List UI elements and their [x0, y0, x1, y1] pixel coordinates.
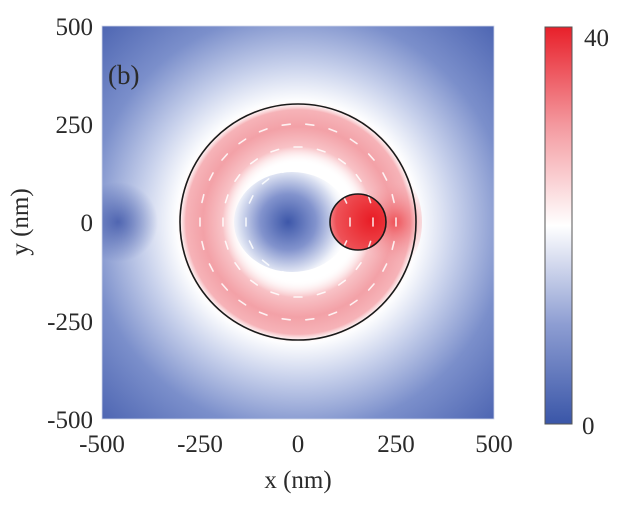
vector-arrow — [238, 299, 247, 306]
vector-arrow — [224, 194, 229, 204]
colorbar: 40 0 — [544, 25, 609, 440]
y-axis: 500 250 0 -250 -500 — [47, 14, 93, 434]
vector-arrow — [224, 240, 229, 250]
left-edge-dark-spot — [102, 182, 158, 262]
inner-circle-boundary — [329, 193, 387, 251]
blue-core — [234, 172, 350, 272]
y-tick-label: 0 — [81, 210, 94, 237]
vector-arrow — [391, 240, 395, 251]
vector-arrow — [304, 270, 315, 275]
y-axis-label: y (nm) — [7, 188, 34, 255]
vector-arrow — [355, 261, 362, 271]
vector-arrow — [281, 169, 292, 173]
vector-arrow — [391, 193, 395, 204]
x-tick-label: -250 — [177, 431, 223, 458]
vector-arrow — [349, 299, 358, 306]
vector-arrow — [337, 279, 347, 286]
vector-arrow — [208, 172, 214, 181]
vector-arrow — [248, 195, 254, 204]
vector-arrow — [316, 291, 326, 296]
right-glow — [362, 172, 422, 272]
vector-arrow — [238, 138, 247, 145]
vector-arrow — [221, 283, 229, 291]
vector-arrow — [261, 259, 270, 266]
vector-arrow — [367, 283, 375, 291]
vector-arrow — [316, 148, 326, 153]
vector-arrow — [221, 153, 229, 161]
vector-arrow — [234, 261, 241, 271]
vector-arrow — [304, 169, 315, 173]
vector-arrow — [342, 240, 348, 249]
vector-arrow — [258, 311, 268, 316]
y-tick-label: -250 — [47, 309, 93, 336]
x-tick-label: -500 — [79, 431, 125, 458]
x-axis-label: x (nm) — [264, 467, 331, 494]
vector-arrow — [382, 263, 388, 272]
panel-label: (b) — [108, 60, 139, 90]
vector-arrow — [281, 123, 292, 126]
vector-arrow — [326, 178, 335, 185]
vector-arrow — [248, 240, 254, 249]
vector-arrow — [304, 317, 315, 321]
vector-arrow — [270, 148, 280, 153]
vector-arrow — [234, 173, 241, 182]
vector-arrow — [249, 158, 259, 165]
vector-arrow — [349, 138, 358, 145]
vector-arrow — [382, 172, 388, 181]
plot-area — [102, 26, 494, 419]
y-tick-label: 500 — [56, 14, 94, 41]
vector-arrow — [328, 311, 338, 316]
x-tick-label: 500 — [475, 431, 513, 458]
vector-arrow — [367, 153, 375, 161]
vector-arrow — [208, 263, 214, 272]
vector-arrow — [201, 240, 205, 251]
vector-arrow — [326, 259, 335, 266]
y-tick-label: -500 — [47, 407, 93, 434]
vector-arrow — [281, 270, 292, 275]
x-tick-label: 0 — [292, 431, 305, 458]
plot-frame — [101, 25, 495, 420]
x-axis: -500 -250 0 250 500 — [79, 431, 513, 458]
vector-arrow — [201, 193, 205, 204]
colorbar-min-label: 0 — [582, 413, 595, 440]
y-tick-label: 250 — [56, 112, 94, 139]
vector-arrow — [258, 128, 268, 133]
vector-arrow — [304, 123, 315, 126]
vector-arrow — [261, 178, 270, 185]
vector-arrow — [270, 291, 280, 296]
vector-arrow — [337, 158, 347, 165]
colorbar-max-label: 40 — [584, 25, 609, 52]
vector-arrow — [342, 195, 348, 204]
vector-field — [199, 123, 397, 321]
vector-arrow — [249, 279, 259, 286]
outer-circle-boundary — [179, 103, 417, 341]
colorbar-gradient — [544, 26, 573, 425]
hotspot — [330, 194, 386, 250]
vector-arrow — [281, 317, 292, 321]
x-tick-label: 250 — [377, 431, 415, 458]
vector-arrow — [328, 128, 338, 133]
vector-arrow — [355, 173, 362, 182]
